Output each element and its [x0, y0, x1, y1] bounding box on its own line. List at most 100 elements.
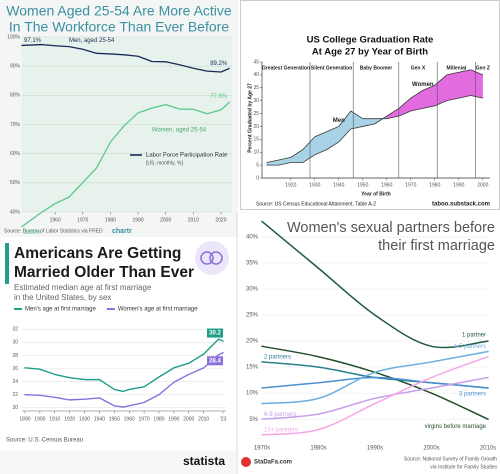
- title-accent: [5, 243, 9, 284]
- x-tick-label: 1990: [453, 182, 464, 188]
- series-line: [261, 220, 489, 349]
- x-tick-label: 2020: [215, 217, 226, 223]
- x-tick-label: 2000: [477, 182, 488, 188]
- series-label: 2 partners: [264, 355, 291, 361]
- source: Source: Bureau of Labor Statistics via F…: [4, 228, 103, 234]
- chart-title: their first marriage: [378, 238, 495, 254]
- range-area: [458, 69, 471, 99]
- y-tick-label: 5%: [249, 417, 258, 423]
- y-tick-label: 35: [253, 85, 259, 91]
- y-tick-label: 100%: [7, 34, 20, 40]
- value-label: 89.2%: [210, 61, 228, 67]
- series-line: [261, 350, 489, 405]
- y-tick-label: 30: [12, 340, 18, 346]
- era-label: Gen Z: [476, 65, 490, 71]
- series-label: 3 partners: [459, 392, 486, 398]
- x-tick-label: 1970: [405, 182, 416, 188]
- panel-d-bg: [238, 212, 500, 474]
- y-axis-label: Percent Graduated by Age 27: [247, 83, 253, 153]
- legend-label: Women's age at first marriage: [118, 307, 198, 313]
- y-tick-label: 50%: [10, 180, 21, 186]
- series-line: [21, 101, 230, 228]
- range-area: [446, 72, 459, 101]
- chart-subtitle: Estimated median age at first marriage: [14, 283, 152, 292]
- chart-title: Married Older Than Ever: [14, 264, 194, 281]
- x-tick-label: 1990s: [367, 446, 383, 452]
- chart-subtitle: in the United States, by sex: [14, 293, 111, 302]
- x-tick-label: 1930: [309, 182, 320, 188]
- brand: chartr: [112, 228, 132, 235]
- x-tick-label: 1980: [429, 182, 440, 188]
- y-tick-label: 10: [253, 150, 259, 156]
- x-tick-label: 1970s: [254, 446, 270, 452]
- y-tick-label: 60%: [10, 151, 21, 157]
- series-line: [24, 352, 224, 408]
- x-tick-label: 1980s: [310, 446, 326, 452]
- x-tick-label: 2010: [198, 416, 209, 422]
- x-tick-label: 1960: [381, 182, 392, 188]
- source: via Institute for Family Studies: [430, 464, 497, 470]
- chart-title: Women Aged 25-54 Are More Active: [6, 3, 232, 19]
- y-tick-label: 45: [253, 59, 259, 65]
- source: Source: U.S. Census Bureau: [6, 438, 83, 444]
- x-tick-label: 1920: [64, 416, 75, 422]
- series-line: [261, 355, 489, 436]
- x-tick-label: 1950: [109, 416, 120, 422]
- y-tick-label: 70%: [10, 122, 21, 128]
- ring-icon: [200, 251, 214, 265]
- x-tick-label: 1910: [49, 416, 60, 422]
- y-tick-label: 15%: [246, 365, 259, 371]
- x-tick-label: 2000: [160, 217, 171, 223]
- x-tick-label: 1970: [77, 217, 88, 223]
- value-label: 77.6%: [210, 94, 228, 100]
- x-tick-label: 1990: [132, 217, 143, 223]
- x-tick-label: 2010: [188, 217, 199, 223]
- series-label: Men: [333, 118, 345, 124]
- y-tick-label: 35%: [246, 261, 259, 267]
- y-tick-label: 5: [256, 162, 259, 168]
- y-tick-label: 25%: [246, 313, 259, 319]
- y-tick-label: 40%: [246, 235, 259, 241]
- x-tick-label: '23: [220, 416, 227, 422]
- x-tick-label: 1930: [79, 416, 90, 422]
- legend-title: Labor Force Participation Rate: [146, 153, 228, 159]
- series-line: [24, 338, 224, 393]
- series-line: [266, 69, 484, 166]
- y-tick-label: 25: [253, 111, 259, 117]
- brand: statista: [183, 454, 225, 468]
- value-label: 30.2: [209, 331, 221, 337]
- series-label: 6-9 partners: [264, 412, 296, 418]
- y-tick-label: 26: [12, 366, 18, 372]
- y-tick-label: 20: [253, 124, 259, 130]
- chart-title: US College Graduation Rate: [307, 35, 434, 46]
- era-label: Millenial: [447, 65, 467, 71]
- series-label: 1 partner: [462, 333, 486, 339]
- y-tick-label: 90%: [10, 63, 21, 69]
- y-tick-label: 0: [256, 175, 259, 181]
- y-tick-label: 40%: [10, 209, 21, 215]
- series-label: Men, aged 25-54: [69, 38, 115, 44]
- brand: StaDaFa.com: [254, 460, 292, 466]
- value-label: 28.4: [209, 358, 221, 364]
- era-label: Baby Boomer: [360, 65, 393, 71]
- y-tick-label: 80%: [10, 93, 21, 99]
- x-axis-label: Year of Birth: [361, 191, 391, 197]
- y-tick-label: 24: [12, 379, 18, 385]
- series-label: virgins before marriage: [425, 424, 487, 430]
- y-tick-label: 32: [12, 327, 18, 333]
- x-tick-label: 1940: [333, 182, 344, 188]
- x-tick-label: 2010s: [480, 446, 496, 452]
- source: Source: National Survey of Family Growth: [404, 456, 497, 462]
- chart-title: At Age 27 by Year of Birth: [312, 47, 428, 58]
- chart-title: Women's sexual partners before: [287, 220, 495, 236]
- value-label-bg: [207, 356, 224, 366]
- y-tick-label: 10%: [246, 391, 259, 397]
- panel-c-footer: [0, 450, 236, 474]
- y-tick-label: 22: [12, 392, 18, 398]
- x-tick-label: 1900: [34, 416, 45, 422]
- series-label: Women, aged 25-54: [152, 128, 207, 134]
- x-tick-label: 1960: [124, 416, 135, 422]
